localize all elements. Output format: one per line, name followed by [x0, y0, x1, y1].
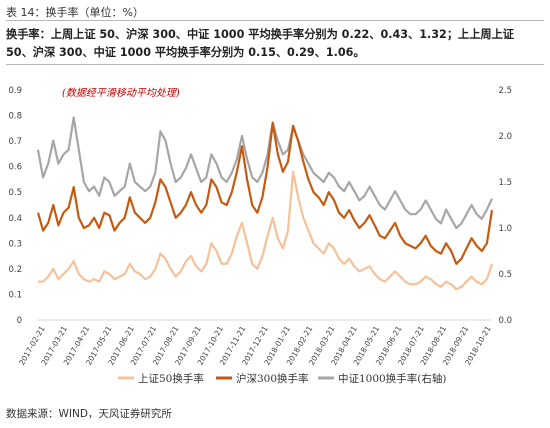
y-right-tick-label: 1.0 [498, 224, 512, 234]
y-left-tick-label: 0.2 [8, 265, 22, 275]
y-right-tick-label: 0.5 [498, 270, 512, 280]
y-left-tick-label: 0.3 [8, 239, 22, 249]
y-right-tick-label: 2.5 [498, 86, 512, 96]
y-left-tick-label: 0.8 [8, 112, 22, 122]
y-left-tick-label: 0.5 [8, 188, 22, 198]
y-left-tick-label: 0.9 [8, 86, 22, 96]
y-right-tick-label: 0.0 [498, 316, 512, 326]
series-line-1 [36, 122, 494, 265]
table-caption: 表 14：换手率（单位：%） [6, 6, 144, 19]
series-line-0 [38, 170, 494, 291]
caption-divider [6, 20, 544, 21]
legend-label: 沪深300换手率 [236, 372, 309, 385]
y-right-tick-label: 1.5 [498, 178, 512, 188]
legend-label: 上证50换手率 [138, 372, 204, 385]
turnover-chart: 0 0.1 0.2 0.3 0.4 0.5 0.6 0.7 0.8 0.9 0.0 0.5 1.0 1.5… [8, 86, 512, 385]
chart-annotation: (数据经平滑移动平均处理) [62, 87, 180, 99]
summary-text: 换手率：上周上证 50、沪深 300、中证 1000 平均换手率分别为 0.22… [6, 28, 514, 59]
summary-divider [6, 64, 544, 65]
y-left-tick-label: 0.7 [8, 137, 22, 147]
legend-label: 中证1000换手率(右轴) [338, 372, 446, 385]
y-right-tick-label: 2.0 [498, 132, 512, 142]
y-left-tick-label: 0.6 [8, 163, 22, 173]
series-line-2 [36, 116, 493, 230]
y-left-tick-label: 0.4 [8, 214, 22, 224]
y-left-tick-label: 0 [17, 316, 22, 326]
source-note: 数据来源：WIND，天风证券研究所 [6, 408, 172, 420]
y-left-tick-label: 0.1 [8, 290, 22, 300]
